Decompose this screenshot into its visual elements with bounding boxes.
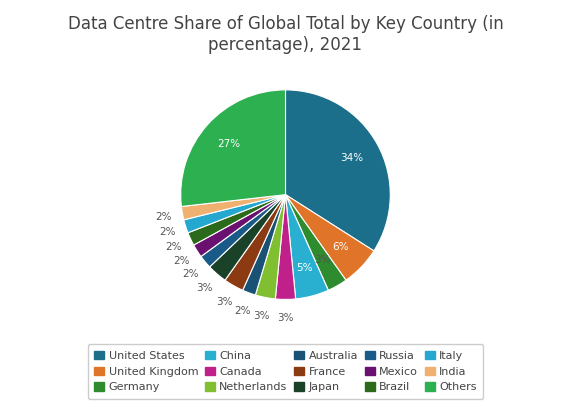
Wedge shape — [255, 195, 286, 299]
Wedge shape — [286, 195, 374, 280]
Wedge shape — [181, 90, 286, 206]
Wedge shape — [182, 195, 286, 220]
Text: 3%: 3% — [278, 313, 293, 323]
Wedge shape — [286, 195, 328, 299]
Text: 3%: 3% — [196, 283, 213, 293]
Text: 34%: 34% — [340, 153, 363, 163]
Title: Data Centre Share of Global Total by Key Country (in
percentage), 2021: Data Centre Share of Global Total by Key… — [67, 15, 504, 54]
Text: 5%: 5% — [296, 263, 313, 273]
Text: 2%: 2% — [234, 306, 251, 316]
Text: 2%: 2% — [159, 227, 176, 237]
Text: 2%: 2% — [182, 269, 199, 279]
Wedge shape — [286, 195, 346, 290]
Legend: United States, United Kingdom, Germany, China, Canada, Netherlands, Australia, F: United States, United Kingdom, Germany, … — [87, 344, 484, 399]
Text: 6%: 6% — [332, 242, 348, 252]
Wedge shape — [194, 195, 286, 256]
Text: 27%: 27% — [218, 139, 241, 149]
Wedge shape — [201, 195, 286, 267]
Text: 2%: 2% — [155, 211, 172, 221]
Text: 3%: 3% — [254, 311, 270, 321]
Wedge shape — [243, 195, 286, 295]
Wedge shape — [275, 195, 296, 299]
Wedge shape — [188, 195, 286, 245]
Text: 3%: 3% — [216, 297, 232, 307]
Text: 2%: 2% — [173, 256, 190, 266]
Wedge shape — [286, 90, 390, 251]
Wedge shape — [210, 195, 286, 280]
Wedge shape — [184, 195, 286, 233]
Text: 2%: 2% — [165, 242, 182, 252]
Wedge shape — [225, 195, 286, 290]
Text: 3%: 3% — [315, 255, 331, 265]
